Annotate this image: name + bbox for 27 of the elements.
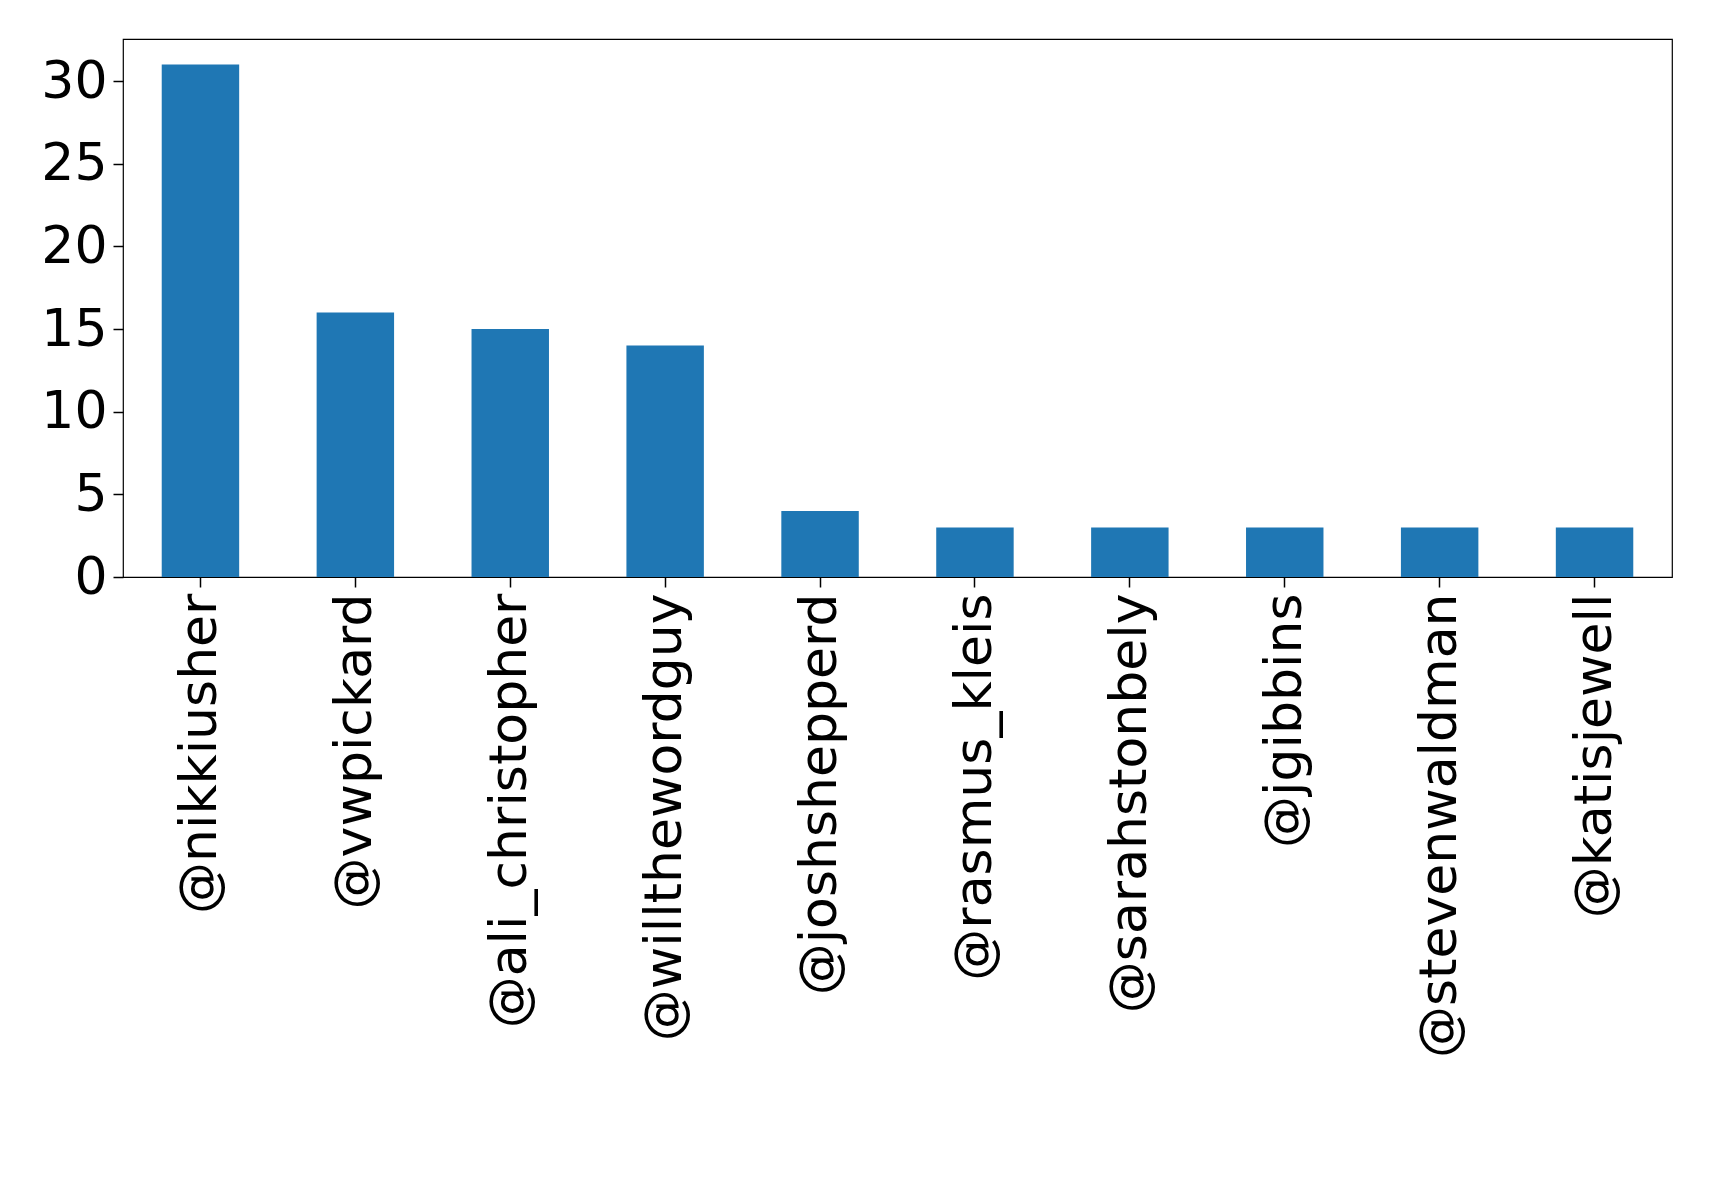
- x-tick-label: @stevenwaldman: [1407, 593, 1468, 1059]
- bar: [1400, 527, 1479, 577]
- bar: [1246, 527, 1324, 577]
- y-tick-label: 25: [41, 132, 108, 193]
- bar: [936, 527, 1014, 577]
- x-tick-label: @vwpickard: [323, 593, 384, 910]
- x-tick-label: @ali_christopher: [478, 592, 539, 1029]
- y-tick-label: 30: [41, 49, 108, 110]
- y-tick-label: 15: [41, 297, 108, 358]
- y-tick-label: 20: [41, 214, 108, 275]
- x-tick-label: @katisjewell: [1562, 593, 1623, 919]
- x-tick-label: @jgibbins: [1252, 593, 1313, 848]
- bar: [471, 329, 549, 577]
- y-tick-label: 5: [74, 462, 108, 523]
- bar: [1091, 527, 1169, 577]
- x-tick-label: @joshshepperd: [788, 593, 849, 996]
- x-tick-label: @sarahstonbely: [1097, 593, 1158, 1014]
- x-tick-label: @rasmus_kleis: [942, 593, 1003, 981]
- y-tick-label: 0: [74, 545, 108, 606]
- bar: [626, 345, 704, 577]
- bar: [781, 510, 859, 577]
- bar: [316, 312, 395, 577]
- y-tick-label: 10: [41, 380, 108, 441]
- x-tick-label: @nikkiusher: [168, 592, 229, 914]
- bar: [1555, 527, 1634, 577]
- bar: [161, 64, 240, 577]
- x-tick-label: @willthewordguy: [633, 593, 694, 1042]
